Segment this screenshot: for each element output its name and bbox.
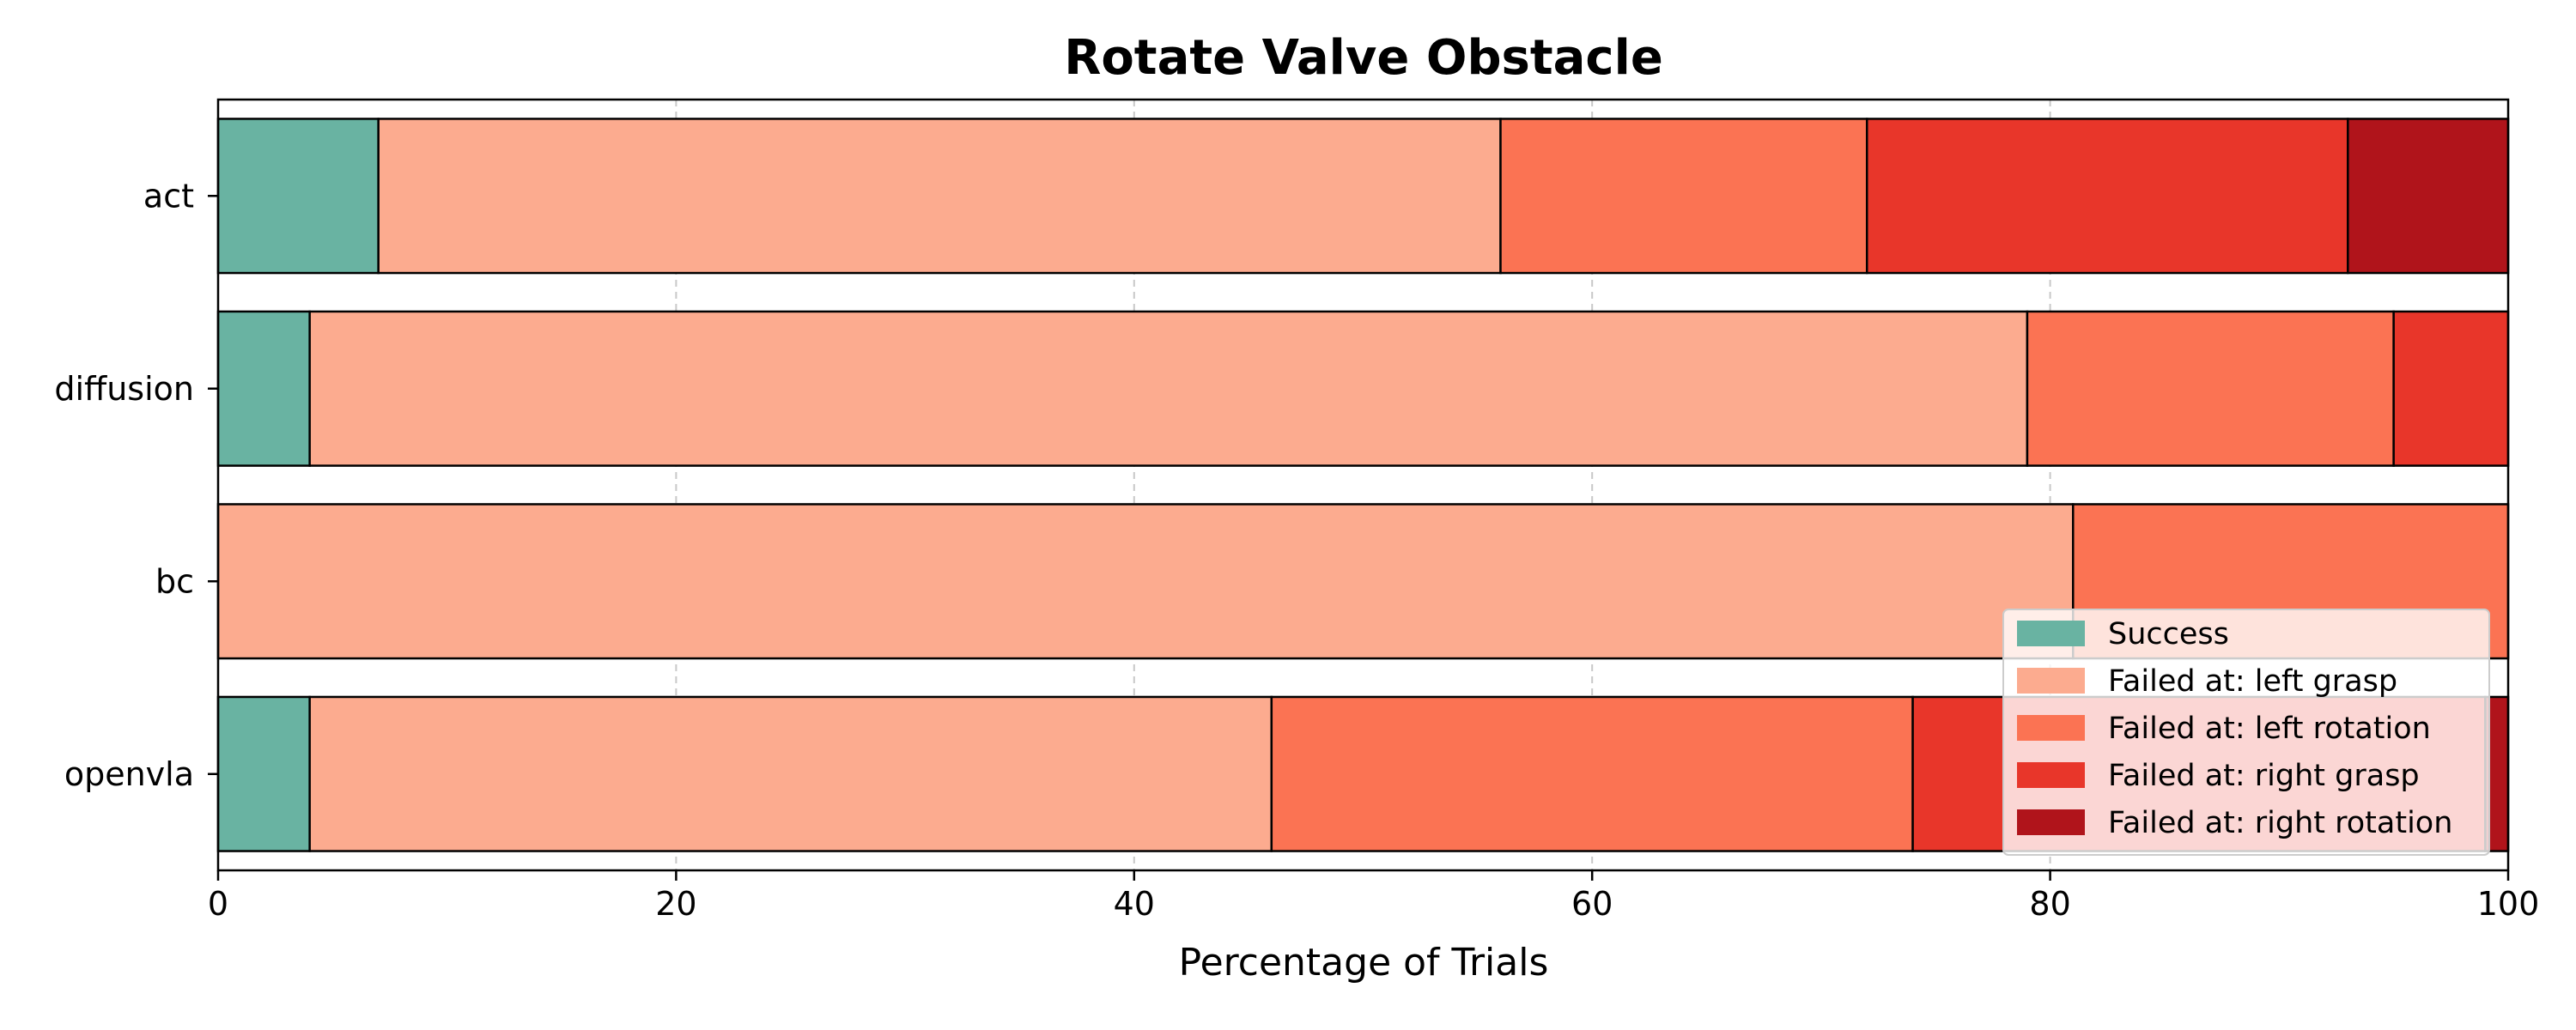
bar-segment: [308, 310, 2029, 467]
bar-segment: [2026, 310, 2395, 467]
x-tick-label: 100: [2477, 885, 2540, 923]
bar-segment: [1270, 695, 1914, 852]
bar-segment: [308, 695, 1273, 852]
x-tick-label: 40: [1114, 885, 1155, 923]
bar-segment: [216, 118, 380, 275]
legend: Success Failed at: left grasp Failed at: l…: [2002, 609, 2490, 856]
y-tick-label: act: [143, 177, 194, 215]
x-axis-label: Percentage of Trials: [1179, 941, 1549, 985]
y-tick-label: bc: [155, 562, 194, 600]
legend-entry-label: Failed at: right rotation: [2108, 806, 2452, 840]
y-tick-label: diffusion: [54, 370, 194, 408]
x-tick-label: 80: [2029, 885, 2070, 923]
bar-segment: [216, 503, 2075, 660]
legend-swatch: [2017, 668, 2085, 694]
bar-segment: [377, 118, 1502, 275]
legend-entry-label: Success: [2108, 617, 2229, 651]
y-axis-ticks: act diffusion bc openvla: [54, 177, 218, 793]
x-tick-label: 0: [208, 885, 228, 923]
plot-frame: [216, 98, 2510, 872]
legend-swatch: [2017, 809, 2085, 835]
legend-entry-label: Failed at: left grasp: [2108, 664, 2397, 699]
bar-segment: [216, 310, 311, 467]
legend-swatch: [2017, 715, 2085, 741]
chart-title: Rotate Valve Obstacle: [1064, 30, 1663, 86]
x-tick-label: 60: [1571, 885, 1613, 923]
x-axis-ticks: 0 20 40 60 80 100: [208, 870, 2539, 923]
x-tick-label: 20: [655, 885, 696, 923]
bar-segment: [216, 695, 311, 852]
y-tick-label: openvla: [64, 755, 194, 793]
legend-box: [2002, 609, 2490, 856]
bar-segment: [2392, 310, 2510, 467]
legend-entry-label: Failed at: left rotation: [2108, 712, 2431, 746]
bar-segment: [1865, 118, 2349, 275]
bar-segment: [1499, 118, 1868, 275]
legend-swatch: [2017, 621, 2085, 646]
legend-entry-label: Failed at: right grasp: [2108, 759, 2420, 793]
legend-swatch: [2017, 762, 2085, 788]
bar-segment: [2347, 118, 2510, 275]
